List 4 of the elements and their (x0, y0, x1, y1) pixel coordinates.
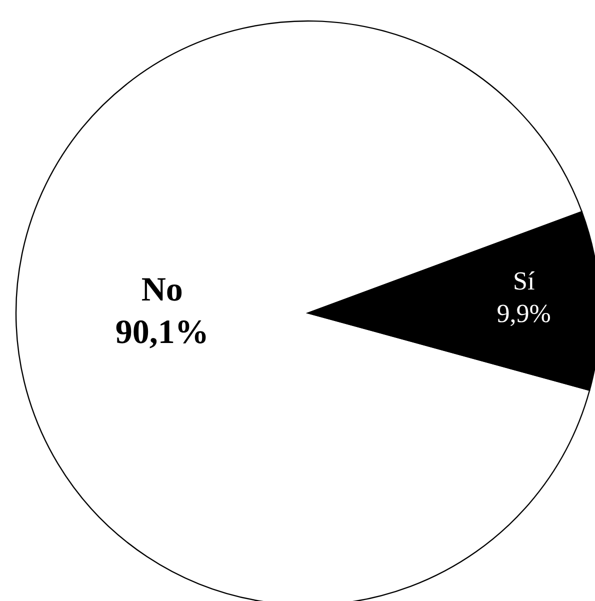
data-label: 9,9% (496, 298, 551, 328)
slice-label: Sí (513, 266, 535, 296)
slice-label: No (141, 272, 183, 309)
data-label: 90,1% (115, 314, 209, 352)
